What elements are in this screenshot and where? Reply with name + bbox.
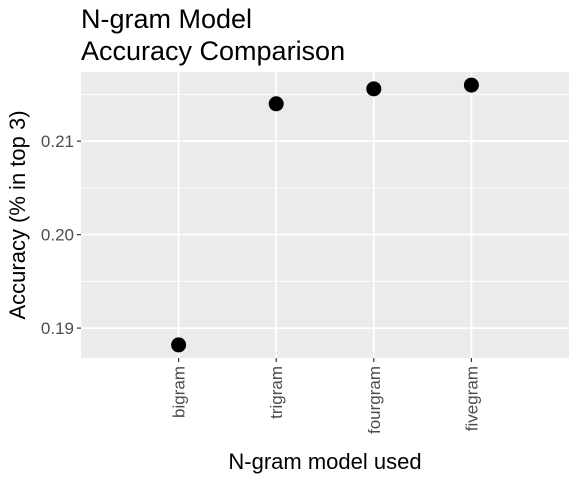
x-tick-label-trigram: trigram [267,366,286,419]
x-tick-label-bigram: bigram [170,366,189,418]
data-point-bigram [171,337,187,353]
plot-panel [81,72,569,358]
chart-title-line-1: N-gram Model [81,4,252,34]
data-point-fivegram [463,77,479,93]
y-tick-label: 0.19 [41,319,74,338]
data-point-fourgram [366,81,382,97]
y-tick-label: 0.21 [41,132,74,151]
major-grid-lines [81,72,569,358]
y-axis-title: Accuracy (% in top 3) [5,110,30,319]
data-point-trigram [268,96,284,112]
x-axis-ticks: bigram trigram fourgram fivegram [170,358,481,434]
data-points [171,77,479,353]
y-tick-label: 0.20 [41,226,74,245]
x-axis-title: N-gram model used [228,449,421,474]
x-tick-label-fourgram: fourgram [365,366,384,434]
x-tick-label-fivegram: fivegram [462,366,481,431]
chart-title-line-2: Accuracy Comparison [81,36,345,66]
y-axis-ticks: 0.19 0.20 0.21 [41,132,81,338]
minor-grid-lines [81,93,569,282]
